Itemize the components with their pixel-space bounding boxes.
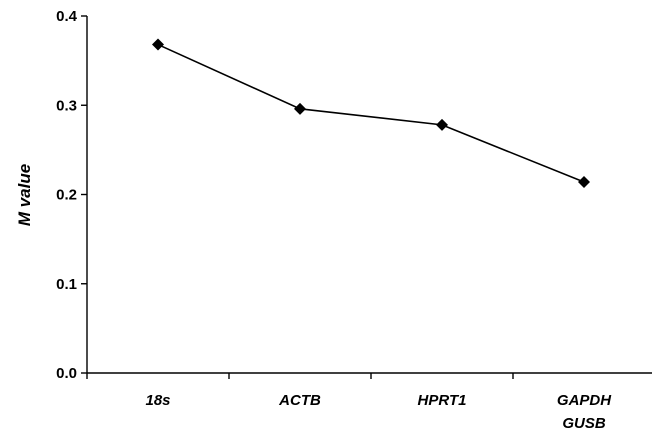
- y-tick-label: 0.1: [56, 276, 77, 293]
- data-point-marker: [436, 118, 448, 131]
- x-tick-label: GUSB: [562, 415, 606, 432]
- plot-area: 0.0 0.1 0.2 0.3 0.4 18s ACTB HPRT1 GAPDH GUSB: [56, 8, 652, 432]
- y-tick-label: 0.3: [56, 97, 77, 114]
- x-tick-label: 18s: [145, 392, 170, 409]
- data-point-marker: [578, 176, 590, 189]
- data-point-marker: [294, 102, 306, 115]
- x-tick-label: ACTB: [278, 392, 321, 409]
- series-layer: [152, 38, 590, 189]
- y-tick-label: 0.0: [56, 365, 77, 382]
- x-tick-label: GAPDH: [557, 392, 612, 409]
- y-tick-label: 0.4: [56, 8, 78, 25]
- y-axis-ticks: 0.0 0.1 0.2 0.3 0.4: [56, 8, 87, 382]
- x-tick-label: HPRT1: [418, 392, 467, 409]
- series-line: [157, 43, 585, 183]
- data-point-marker: [152, 38, 164, 51]
- y-axis-title: M value: [15, 164, 34, 226]
- x-axis-ticks: 18s ACTB HPRT1 GAPDH GUSB: [86, 373, 612, 432]
- y-tick-label: 0.2: [56, 187, 77, 204]
